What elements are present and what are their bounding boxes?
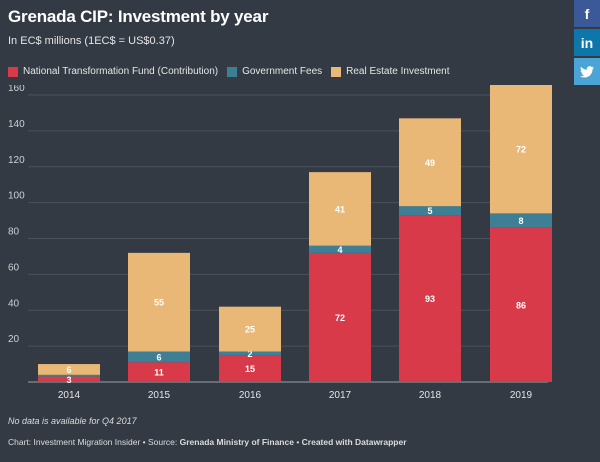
x-tick-label-2018: 2018 bbox=[419, 390, 442, 401]
data-label-2016-series-2: 25 bbox=[245, 325, 255, 335]
x-tick-label-2014: 2014 bbox=[58, 390, 81, 401]
x-tick-label-2017: 2017 bbox=[329, 390, 352, 401]
legend-swatch-ntf bbox=[8, 66, 18, 77]
footer-prefix: Chart: Investment Migration Insider • So… bbox=[8, 437, 180, 447]
footer-sep: • bbox=[293, 437, 302, 447]
chart-footer: Chart: Investment Migration Insider • So… bbox=[8, 437, 407, 447]
data-label-2015-series-2: 55 bbox=[154, 298, 164, 308]
linkedin-share-icon[interactable]: in bbox=[574, 29, 600, 56]
bar-2017-series-2 bbox=[309, 172, 371, 246]
data-label-2019-series-1: 8 bbox=[518, 216, 523, 226]
x-tick-label-2016: 2016 bbox=[239, 390, 262, 401]
x-tick-label-2019: 2019 bbox=[510, 390, 533, 401]
legend-label-real-estate: Real Estate Investment bbox=[346, 66, 450, 77]
footer-credit: Created with Datawrapper bbox=[301, 437, 407, 447]
data-label-2019-series-0: 86 bbox=[516, 300, 526, 310]
bar-2019-series-2 bbox=[490, 85, 552, 214]
data-label-2018-series-0: 93 bbox=[425, 294, 435, 304]
data-label-2017-series-1: 4 bbox=[337, 245, 342, 255]
legend-item-fees: Government Fees bbox=[227, 66, 322, 77]
twitter-share-icon[interactable] bbox=[574, 58, 600, 85]
legend-swatch-fees bbox=[227, 66, 238, 77]
chart-title: Grenada CIP: Investment by year bbox=[8, 7, 269, 26]
facebook-share-icon[interactable]: f bbox=[574, 0, 600, 27]
footer-source: Grenada Ministry of Finance bbox=[179, 437, 294, 447]
bar-2014-series-0 bbox=[38, 376, 100, 382]
data-label-2019-series-2: 72 bbox=[516, 144, 526, 154]
y-tick-label-140: 140 bbox=[8, 119, 25, 130]
bar-chart: 2040608010012014016036201411655201515225… bbox=[8, 85, 552, 401]
legend-item-real-estate: Real Estate Investment bbox=[331, 66, 450, 77]
data-label-2014-series-2: 6 bbox=[66, 365, 71, 375]
data-label-2016-series-1: 2 bbox=[247, 349, 252, 359]
bar-2018-series-0 bbox=[399, 215, 461, 382]
y-tick-label-80: 80 bbox=[8, 227, 20, 238]
y-tick-label-60: 60 bbox=[8, 262, 20, 273]
y-tick-label-120: 120 bbox=[8, 155, 25, 166]
twitter-bird-icon bbox=[580, 65, 594, 78]
social-share-bar: f in bbox=[574, 0, 600, 87]
data-label-2017-series-0: 72 bbox=[335, 313, 345, 323]
bar-2014-series-1 bbox=[38, 374, 100, 377]
footnote: No data is available for Q4 2017 bbox=[8, 416, 137, 426]
bar-2016-series-1 bbox=[219, 351, 281, 356]
data-label-2014-series-0: 3 bbox=[66, 375, 71, 385]
y-tick-label-40: 40 bbox=[8, 298, 20, 309]
bar-2016-series-2 bbox=[219, 306, 281, 352]
bar-2017-series-1 bbox=[309, 245, 371, 253]
data-label-2017-series-2: 41 bbox=[335, 204, 345, 214]
bar-2019-series-1 bbox=[490, 213, 552, 228]
chart-subtitle: In EC$ millions (1EC$ = US$0.37) bbox=[8, 35, 175, 47]
bar-2014-series-2 bbox=[38, 364, 100, 375]
y-tick-label-20: 20 bbox=[8, 334, 20, 345]
data-label-2016-series-0: 15 bbox=[245, 364, 255, 374]
bar-2019-series-0 bbox=[490, 227, 552, 382]
legend-swatch-real-estate bbox=[331, 66, 342, 77]
legend-label-fees: Government Fees bbox=[242, 66, 323, 77]
data-label-2018-series-1: 5 bbox=[427, 206, 432, 216]
x-tick-label-2015: 2015 bbox=[148, 390, 171, 401]
bar-2015-series-1 bbox=[128, 351, 190, 363]
bar-2016-series-0 bbox=[219, 355, 281, 382]
bar-2015-series-2 bbox=[128, 252, 190, 352]
bar-2017-series-0 bbox=[309, 252, 371, 382]
bar-2018-series-2 bbox=[399, 118, 461, 207]
bar-2018-series-1 bbox=[399, 206, 461, 216]
y-tick-label-160: 160 bbox=[8, 85, 25, 94]
y-tick-label-100: 100 bbox=[8, 191, 25, 202]
legend-item-ntf: National Transformation Fund (Contributi… bbox=[8, 66, 218, 77]
data-label-2018-series-2: 49 bbox=[425, 158, 435, 168]
legend-label-ntf: National Transformation Fund (Contributi… bbox=[23, 66, 219, 77]
data-label-2015-series-0: 11 bbox=[154, 368, 164, 378]
chart-legend: National Transformation Fund (Contributi… bbox=[8, 66, 450, 77]
data-label-2015-series-1: 6 bbox=[156, 352, 161, 362]
bar-2015-series-0 bbox=[128, 362, 190, 382]
